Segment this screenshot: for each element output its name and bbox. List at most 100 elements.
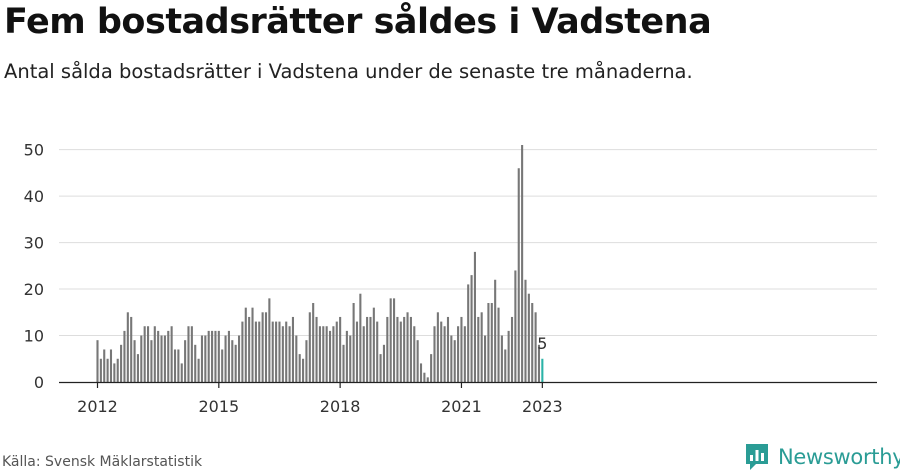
- bar: [315, 316, 318, 382]
- bar: [96, 340, 99, 382]
- newsworthy-logo-icon: [746, 444, 768, 470]
- bar: [298, 354, 301, 382]
- chart-subtitle: Antal sålda bostadsrätter i Vadstena und…: [4, 60, 693, 83]
- bar: [487, 303, 490, 382]
- bar: [403, 316, 406, 382]
- bar: [335, 321, 338, 382]
- bar: [531, 303, 534, 382]
- bar: [295, 335, 298, 382]
- bar: [264, 312, 268, 382]
- bar: [147, 326, 150, 382]
- bar: [366, 316, 369, 382]
- bar: [396, 316, 399, 382]
- bar: [524, 279, 527, 382]
- bar: [386, 316, 389, 382]
- bar: [126, 312, 129, 382]
- bar: [140, 335, 143, 382]
- bar: [312, 303, 315, 382]
- bar: [150, 340, 153, 382]
- brand-name: Newsworthy: [778, 445, 900, 469]
- bar: [214, 330, 217, 382]
- data-labels: 5: [537, 334, 547, 353]
- bar: [197, 358, 200, 382]
- bar: [497, 307, 500, 382]
- bar: [194, 344, 197, 382]
- bar: [507, 330, 510, 382]
- bar: [211, 330, 214, 382]
- bar: [440, 321, 443, 382]
- bar: [254, 321, 257, 382]
- bar: [490, 303, 493, 382]
- bar: [177, 349, 180, 382]
- x-tick-label: 2018: [320, 397, 361, 416]
- bar: [342, 344, 345, 382]
- bar: [184, 340, 187, 382]
- bar: [302, 358, 305, 382]
- bar: [221, 349, 224, 382]
- bar: [534, 312, 537, 382]
- bar: [281, 326, 284, 382]
- bar: [224, 335, 227, 382]
- bar: [484, 335, 487, 382]
- bar: [160, 335, 163, 382]
- bar: [450, 335, 453, 382]
- bar: [305, 340, 308, 382]
- bar: [372, 307, 375, 382]
- bar: [234, 344, 237, 382]
- bar: [500, 335, 503, 382]
- bar: [355, 321, 359, 382]
- bar: [521, 145, 524, 382]
- bar: [207, 330, 210, 382]
- y-tick-label: 40: [24, 187, 44, 206]
- bar: [349, 335, 352, 382]
- latest-value-label: 5: [537, 334, 547, 353]
- x-tick-label: 2021: [441, 397, 482, 416]
- bar: [288, 326, 291, 382]
- bar: [271, 321, 274, 382]
- y-tick-label: 20: [24, 280, 44, 299]
- bar: [436, 312, 439, 382]
- bar: [278, 321, 281, 382]
- bar: [514, 270, 517, 382]
- bar-chart: 0 10 20 30 40 50 2012 2015 2018 2021 2023 5: [24, 141, 877, 416]
- bar: [433, 326, 436, 382]
- bar: [443, 326, 446, 382]
- bar: [258, 321, 261, 382]
- bar: [109, 349, 113, 382]
- x-tick-label: 2023: [522, 397, 563, 416]
- bar: [430, 354, 433, 382]
- bar: [106, 358, 109, 382]
- bar: [268, 298, 271, 382]
- bar: [130, 316, 133, 382]
- bar: [409, 316, 412, 382]
- bar: [328, 330, 332, 382]
- bar: [470, 275, 473, 382]
- bar: [446, 316, 450, 382]
- bar: [244, 307, 247, 382]
- bar: [460, 316, 463, 382]
- bar: [251, 307, 254, 382]
- bar: [399, 321, 402, 382]
- y-tick-label: 10: [24, 327, 44, 346]
- y-tick-label: 30: [24, 234, 44, 253]
- bar: [275, 321, 278, 382]
- bar: [332, 326, 335, 382]
- bar: [376, 321, 379, 382]
- bar: [217, 330, 220, 382]
- bar: [494, 279, 497, 382]
- bar: [457, 326, 460, 382]
- brand-logo[interactable]: Newsworthy: [744, 441, 900, 473]
- bar: [480, 312, 483, 382]
- bar: [504, 349, 507, 382]
- bar: [423, 372, 426, 382]
- bar: [419, 363, 423, 382]
- bar: [322, 326, 325, 382]
- y-tick-label: 50: [24, 141, 44, 160]
- bar: [517, 168, 520, 382]
- bar: [123, 330, 126, 382]
- bar: [477, 316, 480, 382]
- bar: [133, 340, 136, 382]
- bar: [143, 326, 146, 382]
- bar: [406, 312, 409, 382]
- bar: [231, 340, 234, 382]
